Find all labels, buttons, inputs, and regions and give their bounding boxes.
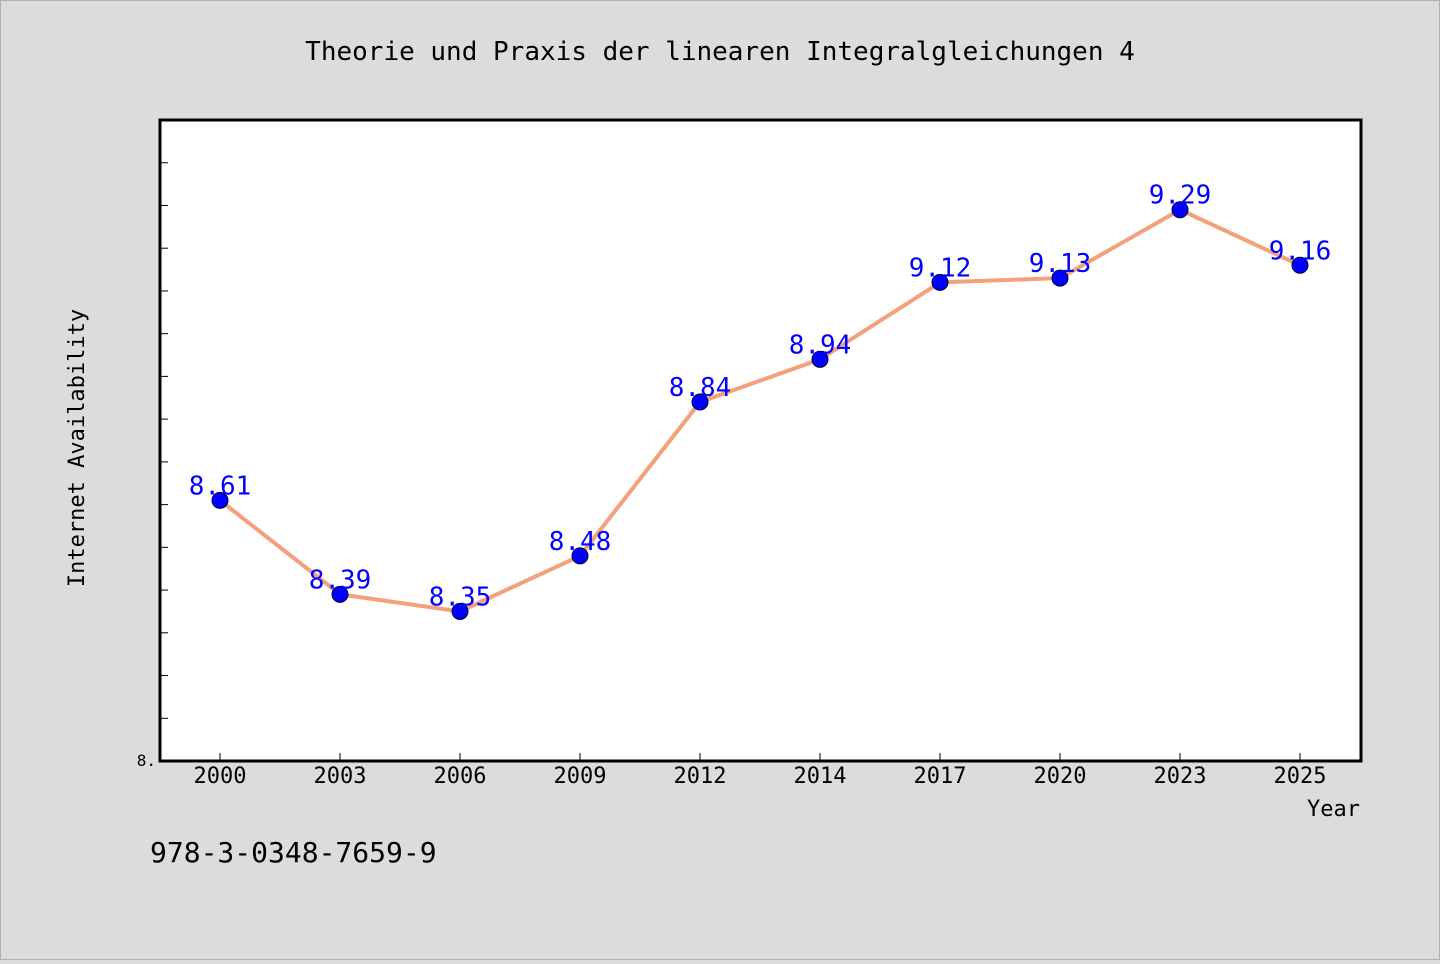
data-point [1051,269,1069,287]
data-label: 8.48 [549,527,612,557]
data-label: 8.39 [309,565,372,595]
data-label: 9.29 [1149,181,1212,211]
x-tick-label: 2000 [194,764,247,789]
data-label: 9.13 [1029,249,1092,279]
y-axis-label: Internet Availability [65,309,90,587]
data-point [931,273,949,291]
data-label: 8.84 [669,373,732,403]
data-point [691,393,709,411]
series-layer: 8.61 8.39 8.35 8.48 8.84 8.94 9.12 9.13 9.29 9.16 [189,181,1332,620]
series-line [218,207,1301,614]
x-tick-label: 2003 [314,764,367,789]
x-tick-label: 2009 [554,764,607,789]
x-tick-label: 2012 [674,764,727,789]
data-point [451,602,469,620]
x-tick-label: 2020 [1034,764,1087,789]
data-point [571,547,589,565]
data-point [1291,256,1309,274]
x-tick-label: 2023 [1154,764,1207,789]
data-point [331,585,349,603]
x-tick-label: 2025 [1274,764,1327,789]
data-point [811,350,829,368]
x-tick-label: 2014 [794,764,847,789]
data-label: 8.61 [189,471,252,501]
plot-area [158,118,1363,763]
chart-title: Theorie und Praxis der linearen Integral… [305,37,1135,67]
x-axis-ticks: 2000 2003 2006 2009 2012 2014 2017 2020 2023 2025 [194,753,1327,789]
data-label: 9.12 [909,253,972,283]
y-axis-ticks: 8. [137,162,168,770]
y-tick-label: 8. [137,751,156,770]
data-label: 8.35 [429,582,492,612]
isbn-text: 978-3-0348-7659-9 [150,836,437,869]
data-label: 8.94 [789,330,852,360]
x-tick-label: 2006 [434,764,487,789]
data-point [211,491,229,509]
x-axis-label: Year [1307,797,1360,822]
data-label: 9.16 [1269,236,1332,266]
data-point [1171,201,1189,219]
x-tick-label: 2017 [914,764,967,789]
